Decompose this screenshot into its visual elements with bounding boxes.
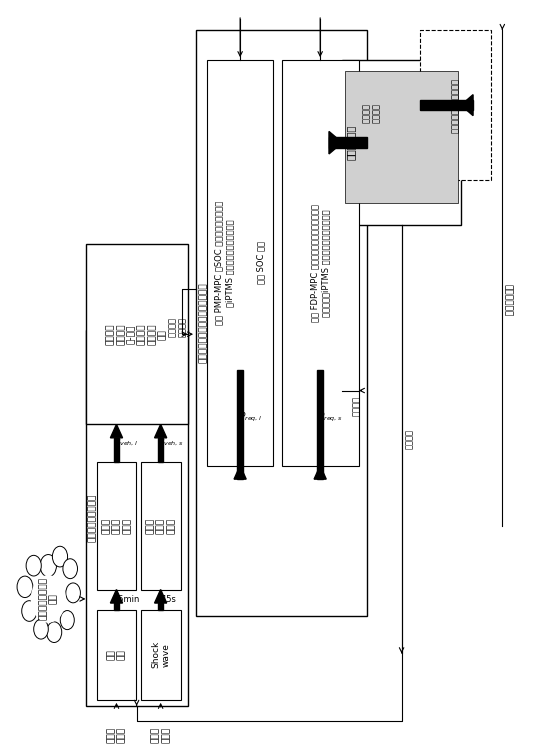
Text: $v_{veh,s}$: $v_{veh,s}$ bbox=[158, 438, 183, 448]
Bar bbox=[114, 603, 119, 610]
Polygon shape bbox=[314, 466, 326, 479]
Polygon shape bbox=[461, 95, 473, 116]
Text: 交通流
云数据: 交通流 云数据 bbox=[107, 726, 126, 743]
Text: $P_{req,s}$: $P_{req,s}$ bbox=[318, 412, 342, 424]
Polygon shape bbox=[329, 131, 342, 154]
Text: 能量热量一体化实时优化系统模块: 能量热量一体化实时优化系统模块 bbox=[199, 282, 208, 363]
Text: $P_{req,l}$: $P_{req,l}$ bbox=[238, 412, 262, 424]
Text: $v_{veh,l}$: $v_{veh,l}$ bbox=[114, 438, 139, 448]
Bar bbox=[196, 30, 367, 616]
Bar bbox=[282, 60, 359, 466]
Text: 队列车
速信息: 队列车 速信息 bbox=[151, 726, 171, 743]
Text: 混合动力汽车: 混合动力汽车 bbox=[346, 125, 355, 160]
Circle shape bbox=[46, 622, 62, 643]
Bar bbox=[237, 370, 243, 479]
Circle shape bbox=[34, 620, 49, 639]
Polygon shape bbox=[110, 590, 123, 603]
Bar bbox=[114, 438, 119, 462]
Bar bbox=[420, 100, 473, 110]
Bar bbox=[86, 244, 188, 424]
Bar bbox=[86, 330, 188, 706]
Circle shape bbox=[52, 546, 67, 567]
Text: 控制问题: 控制问题 bbox=[168, 317, 177, 336]
Polygon shape bbox=[110, 424, 123, 438]
Text: 长时间
尺度车
速预测: 长时间 尺度车 速预测 bbox=[102, 517, 131, 534]
Polygon shape bbox=[155, 590, 167, 603]
Text: 智能网联信息采集
模块: 智能网联信息采集 模块 bbox=[39, 578, 58, 620]
Text: 状态约束: 状态约束 bbox=[178, 317, 187, 336]
Text: 车速信息: 车速信息 bbox=[405, 430, 415, 449]
Text: 混合动力
车辆动力
链-热力
链动耦合
力学预测
模块: 混合动力 车辆动力 链-热力 链动耦合 力学预测 模块 bbox=[106, 324, 167, 345]
Text: 基于 FDP-MPC 的热效应耦合实时能量优化分
配控制器（iPTMS 的上层轨迹规划控制器）: 基于 FDP-MPC 的热效应耦合实时能量优化分 配控制器（iPTMS 的上层轨… bbox=[310, 204, 330, 321]
Text: Shock
wave: Shock wave bbox=[151, 641, 171, 668]
Circle shape bbox=[17, 576, 33, 598]
Text: 数据
分类: 数据 分类 bbox=[107, 650, 126, 660]
Bar bbox=[342, 60, 461, 225]
Circle shape bbox=[40, 554, 56, 577]
Bar bbox=[317, 370, 323, 479]
Circle shape bbox=[26, 555, 41, 576]
Circle shape bbox=[66, 583, 81, 603]
Bar bbox=[345, 71, 458, 203]
Polygon shape bbox=[155, 424, 167, 438]
Bar bbox=[141, 610, 181, 700]
Text: 当前状态变量: 当前状态变量 bbox=[503, 285, 512, 316]
Text: 多尺度车速预测模块: 多尺度车速预测模块 bbox=[88, 494, 97, 542]
Bar bbox=[141, 462, 181, 590]
Text: 实际驾驶工况及环境温度: 实际驾驶工况及环境温度 bbox=[451, 77, 460, 133]
Bar bbox=[97, 610, 136, 700]
Polygon shape bbox=[234, 466, 246, 479]
Text: 短时间
尺度车
速预测: 短时间 尺度车 速预测 bbox=[146, 517, 176, 534]
Circle shape bbox=[63, 559, 77, 578]
Circle shape bbox=[22, 601, 37, 621]
Bar bbox=[97, 462, 136, 590]
Text: 供热需求: 供热需求 bbox=[352, 396, 360, 415]
Text: 15min: 15min bbox=[113, 596, 140, 604]
Text: 基于 PMP-MPC 的SOC 轨迹实时优化控制器
（iPTMS 的上层轨迹规划控制器）


电池 SOC 轨迹: 基于 PMP-MPC 的SOC 轨迹实时优化控制器 （iPTMS 的上层轨迹规划… bbox=[215, 201, 266, 325]
Bar bbox=[158, 438, 163, 462]
Bar bbox=[420, 30, 491, 180]
Bar bbox=[207, 60, 273, 466]
Text: 15s: 15s bbox=[162, 596, 176, 604]
Text: 最优控制
变量信号: 最优控制 变量信号 bbox=[362, 103, 381, 122]
Circle shape bbox=[31, 575, 66, 623]
Circle shape bbox=[60, 611, 75, 629]
Bar bbox=[329, 137, 367, 148]
Bar bbox=[158, 603, 163, 610]
